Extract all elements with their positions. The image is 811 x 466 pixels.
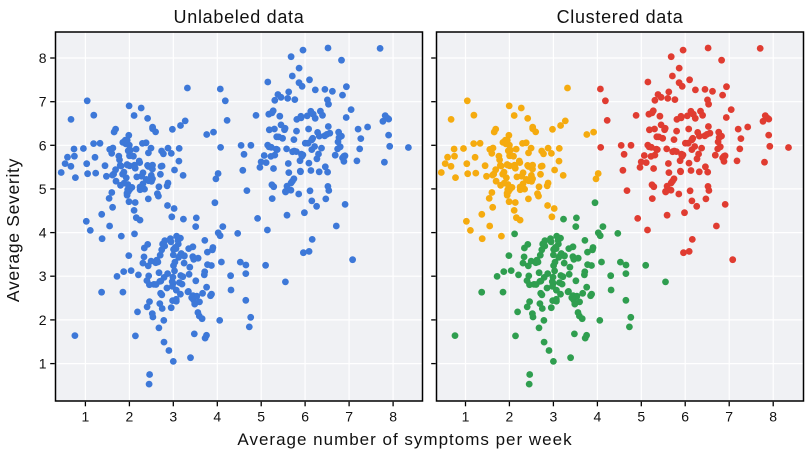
svg-text:1: 1 bbox=[39, 356, 47, 372]
svg-text:5: 5 bbox=[257, 409, 265, 425]
svg-text:3: 3 bbox=[169, 409, 177, 425]
svg-text:5: 5 bbox=[39, 181, 47, 197]
svg-text:2: 2 bbox=[506, 409, 514, 425]
svg-text:3: 3 bbox=[550, 409, 558, 425]
svg-text:8: 8 bbox=[769, 409, 777, 425]
svg-text:Clustered data: Clustered data bbox=[557, 7, 684, 27]
svg-text:7: 7 bbox=[725, 409, 733, 425]
svg-text:1: 1 bbox=[462, 409, 470, 425]
svg-text:4: 4 bbox=[213, 409, 221, 425]
svg-text:5: 5 bbox=[637, 409, 645, 425]
svg-text:2: 2 bbox=[39, 312, 47, 328]
svg-text:4: 4 bbox=[594, 409, 602, 425]
svg-text:3: 3 bbox=[39, 268, 47, 284]
svg-text:Average Severity: Average Severity bbox=[3, 158, 23, 302]
svg-text:1: 1 bbox=[82, 409, 90, 425]
svg-text:7: 7 bbox=[39, 94, 47, 110]
svg-text:4: 4 bbox=[39, 225, 47, 241]
svg-text:8: 8 bbox=[389, 409, 397, 425]
svg-text:7: 7 bbox=[345, 409, 353, 425]
svg-text:Unlabeled data: Unlabeled data bbox=[174, 7, 305, 27]
svg-text:8: 8 bbox=[39, 50, 47, 66]
svg-text:Average number of symptoms per: Average number of symptoms per week bbox=[237, 430, 572, 449]
svg-text:6: 6 bbox=[39, 137, 47, 153]
svg-text:2: 2 bbox=[126, 409, 134, 425]
svg-text:6: 6 bbox=[681, 409, 689, 425]
svg-text:6: 6 bbox=[301, 409, 309, 425]
